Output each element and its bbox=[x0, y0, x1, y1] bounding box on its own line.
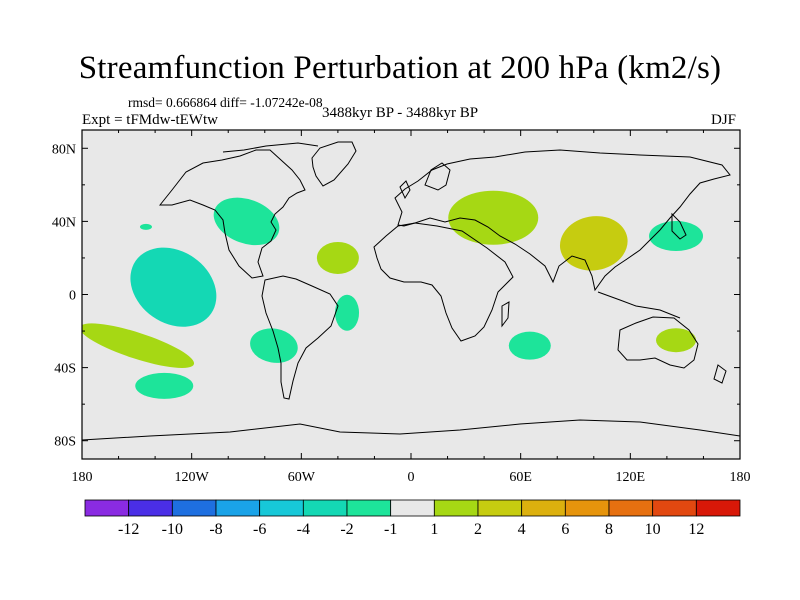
anomaly-atlantic-equatorial-low bbox=[335, 294, 360, 331]
colorbar-segment bbox=[390, 499, 435, 517]
lon-tick-label: 120W bbox=[175, 470, 210, 485]
coastline-japan bbox=[671, 212, 687, 240]
anomaly-south-pacific-high bbox=[82, 323, 195, 368]
lat-tick-label: 0 bbox=[69, 289, 76, 304]
anomaly-small-pacific-low bbox=[139, 223, 152, 230]
coastline-scandinavia bbox=[424, 162, 451, 191]
anomaly-north-atlantic-low bbox=[213, 197, 280, 246]
anomaly-south-america-low bbox=[250, 328, 298, 363]
experiment-label: Expt = tFMdw-tEWtw bbox=[82, 112, 218, 128]
colorbar-segment bbox=[171, 499, 217, 517]
coastline-british-isles bbox=[399, 180, 411, 200]
colorbar-label: 2 bbox=[474, 521, 482, 538]
colorbar-segment bbox=[608, 499, 654, 517]
colorbar-segment bbox=[477, 499, 523, 517]
colorbar-segment bbox=[652, 499, 697, 517]
anomaly-southern-pacific-low bbox=[135, 372, 194, 399]
colorbar-segment bbox=[302, 499, 348, 517]
colorbar-label: -1 bbox=[384, 521, 397, 538]
stats-text: rmsd= 0.666864 diff= -1.07242e-08 bbox=[128, 95, 323, 110]
coastline-north-america bbox=[158, 149, 306, 279]
colorbar-segment bbox=[346, 499, 392, 517]
colorbar-segment bbox=[215, 499, 261, 517]
lon-tick-label: 60E bbox=[509, 470, 532, 485]
lon-tick-label: 60W bbox=[288, 470, 316, 485]
anomaly-india-high-core bbox=[581, 232, 606, 247]
lon-tick-label: 0 bbox=[408, 470, 415, 485]
colorbar-label: 12 bbox=[688, 521, 704, 538]
coastline-madagascar bbox=[501, 301, 510, 328]
lon-tick-label: 180 bbox=[72, 470, 93, 485]
colorbar-label: 6 bbox=[561, 521, 569, 538]
axis-layer: 80N 40N 0 40S 80S 180 120W 60W 0 60E 120E 180 bbox=[52, 130, 751, 485]
coastline-new-zealand bbox=[713, 364, 727, 384]
coastline-eurasia bbox=[394, 149, 731, 292]
coastlines bbox=[82, 141, 740, 441]
colorbar-segment bbox=[433, 499, 479, 517]
coastline-greenland bbox=[311, 141, 357, 187]
lat-tick-label: 40N bbox=[52, 215, 76, 230]
colorbar-segment bbox=[695, 499, 741, 517]
season-label: DJF bbox=[711, 112, 737, 128]
colorbar-label: -4 bbox=[297, 521, 310, 538]
colorbar-label: 8 bbox=[605, 521, 613, 538]
map-title: Streamfunction Perturbation at 200 hPa (… bbox=[78, 50, 722, 86]
lat-tick-label: 80S bbox=[54, 435, 76, 450]
colorbar-label: 10 bbox=[645, 521, 661, 538]
coastline-africa bbox=[373, 222, 514, 342]
colorbar-label: -2 bbox=[340, 521, 353, 538]
colorbar-segment bbox=[128, 499, 173, 517]
coastline-indonesia bbox=[597, 291, 681, 319]
colorbar: -12 -10 -8 -6 -4 -2 -1 1 2 4 6 8 10 12 bbox=[84, 499, 741, 538]
colorbar-label: 1 bbox=[430, 521, 438, 538]
lat-tick-label: 40S bbox=[54, 362, 76, 377]
colorbar-label: -6 bbox=[253, 521, 266, 538]
anomaly-central-pacific-low-core bbox=[159, 282, 187, 307]
anomaly-layer bbox=[82, 190, 704, 399]
lat-tick-label: 80N bbox=[52, 142, 76, 157]
colorbar-segment bbox=[259, 499, 304, 517]
coastline-antarctica bbox=[82, 419, 740, 441]
lon-tick-label: 120E bbox=[616, 470, 646, 485]
anomaly-north-pacific-low bbox=[649, 221, 704, 252]
colorbar-label: 4 bbox=[518, 521, 526, 538]
period-label: 3488kyr BP - 3488kyr BP bbox=[322, 105, 479, 121]
colorbar-segment bbox=[84, 499, 130, 517]
anomaly-south-africa-low bbox=[508, 331, 551, 360]
colorbar-segment bbox=[564, 499, 610, 517]
anomaly-australia-high bbox=[656, 328, 697, 353]
colorbar-label: -12 bbox=[118, 521, 139, 538]
coastline-south-america bbox=[261, 275, 339, 400]
colorbar-label: -8 bbox=[209, 521, 222, 538]
colorbar-label: -10 bbox=[162, 521, 183, 538]
anomaly-mediterranean-high bbox=[448, 190, 539, 245]
coastline-australia bbox=[617, 316, 699, 369]
anomaly-atlantic-high bbox=[316, 241, 359, 274]
colorbar-segment bbox=[521, 499, 566, 517]
lon-tick-label: 180 bbox=[730, 470, 751, 485]
coastline-north-america-arctic bbox=[222, 142, 319, 153]
